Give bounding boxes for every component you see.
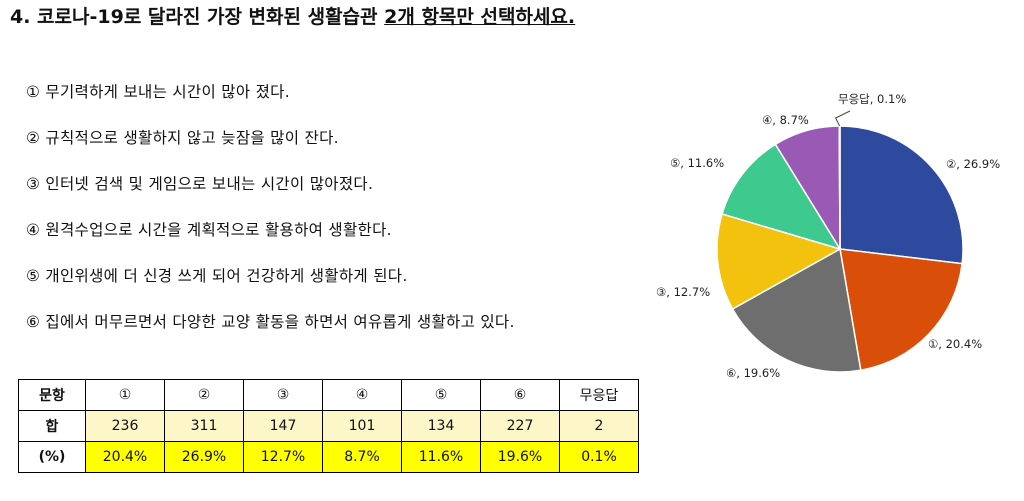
table-cell: 무응답 — [559, 379, 639, 411]
table-cell: 문항 — [18, 379, 86, 411]
pie-slice — [731, 247, 862, 373]
pie-slice-label: ④, 8.7% — [762, 113, 809, 127]
table-header-row: 문항 ① ② ③ ④ ⑤ ⑥ 무응답 — [18, 379, 639, 411]
table-cell: 236 — [85, 410, 165, 442]
table-cell: 0.1% — [559, 441, 639, 473]
table-cell: ⑥ — [480, 379, 560, 411]
table-cell: ⑤ — [401, 379, 481, 411]
question-title-underlined: 2개 항목만 선택하세요. — [384, 6, 576, 28]
table-percent-row: (%) 20.4% 26.9% 12.7% 8.7% 11.6% 19.6% 0… — [18, 441, 639, 473]
table-cell: ② — [164, 379, 244, 411]
table-cell: ④ — [322, 379, 402, 411]
table-cell: 12.7% — [243, 441, 323, 473]
question-title-text: 4. 코로나-19로 달라진 가장 변화된 생활습관 — [10, 6, 385, 28]
table-cell: 2 — [559, 410, 639, 442]
pie-slice — [839, 248, 963, 372]
option-3: ③ 인터넷 검색 및 게임으로 보내는 시간이 많아졌다. — [26, 175, 374, 193]
pie-slice-label: 무응답, 0.1% — [838, 92, 906, 106]
table-cell: 147 — [243, 410, 323, 442]
table-cell: 합 — [18, 410, 86, 442]
table-count-row: 합 236 311 147 101 134 227 2 — [18, 410, 639, 442]
pie-leader-line — [834, 110, 851, 127]
pie-slice — [838, 125, 841, 250]
results-table: 문항 ① ② ③ ④ ⑤ ⑥ 무응답 합 236 311 147 101 134… — [18, 379, 639, 473]
pie-slice — [716, 213, 842, 310]
table-cell: 311 — [164, 410, 244, 442]
options-list: ① 무기력하게 보내는 시간이 많아 졌다. ② 규칙적으로 생활하지 않고 늦… — [26, 80, 515, 356]
table-cell: (%) — [18, 441, 86, 473]
question-title: 4. 코로나-19로 달라진 가장 변화된 생활습관 2개 항목만 선택하세요. — [10, 2, 575, 29]
pie-slice-label: ③, 12.7% — [656, 285, 710, 299]
table-cell: 134 — [401, 410, 481, 442]
pie-slice-label: ①, 20.4% — [928, 337, 982, 351]
table-cell: ③ — [243, 379, 323, 411]
pie-slice-label: ②, 26.9% — [946, 157, 1000, 171]
table-cell: 227 — [480, 410, 560, 442]
table-cell: 20.4% — [85, 441, 165, 473]
option-5: ⑤ 개인위생에 더 신경 쓰게 되어 건강하게 생활하게 된다. — [26, 267, 408, 285]
pie-slice-label: ⑥, 19.6% — [726, 366, 780, 380]
pie-slice-label: ⑤, 11.6% — [670, 156, 724, 170]
table-cell: 101 — [322, 410, 402, 442]
table-cell: 11.6% — [401, 441, 481, 473]
pie-slice — [721, 143, 842, 251]
option-6: ⑥ 집에서 머무르면서 다양한 교양 활동을 하면서 여유롭게 생활하고 있다. — [26, 313, 515, 331]
table-cell: 8.7% — [322, 441, 402, 473]
option-4: ④ 원격수업으로 시간을 계획적으로 활용하여 생활한다. — [26, 221, 392, 239]
option-2: ② 규칙적으로 생활하지 않고 늦잠을 많이 잔다. — [26, 129, 339, 147]
option-1: ① 무기력하게 보내는 시간이 많아 졌다. — [26, 83, 290, 101]
pie-slice — [839, 125, 964, 265]
